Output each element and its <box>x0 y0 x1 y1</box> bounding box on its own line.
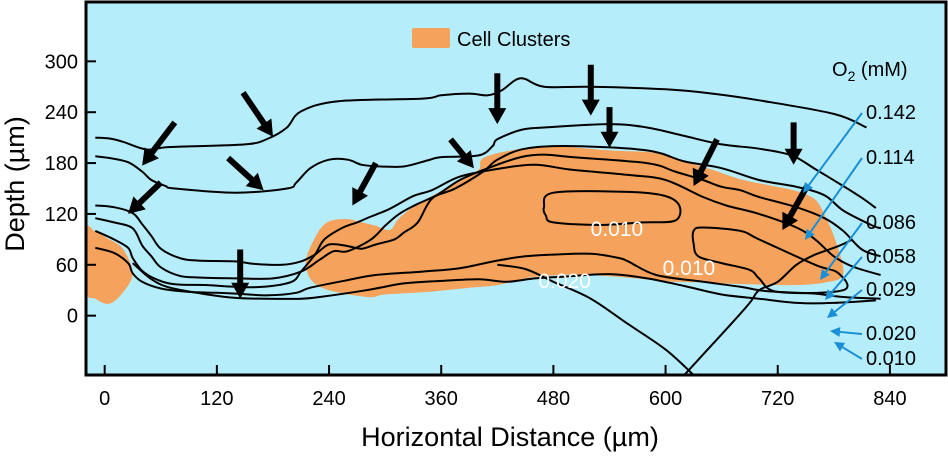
contour-line-3 <box>95 153 881 280</box>
x-tick-label-6: 720 <box>761 388 794 410</box>
contour-line-7 <box>497 263 695 375</box>
contour-line-2 <box>95 145 881 266</box>
x-tick-label-7: 840 <box>873 388 906 410</box>
o2-header-unit: (mM) <box>855 59 907 81</box>
x-axis-ticks: 0 120 240 360 480 600 720 840 <box>99 365 907 410</box>
o2-pointer-head-4 <box>827 307 838 318</box>
o2-level-label-1: 0.114 <box>866 147 915 169</box>
o2-header-subscript: 2 <box>848 68 856 84</box>
inplot-value-label-0: 0.010 <box>591 218 644 241</box>
inner-contour-1 <box>691 226 849 295</box>
contour-line-1 <box>95 123 877 209</box>
highlight-arrow-2 <box>488 73 507 125</box>
x-tick-label-1: 120 <box>200 388 233 410</box>
contour-lines-layer <box>94 77 881 375</box>
o2-pointer-head-6 <box>834 342 846 352</box>
o2-level-label-3: 0.058 <box>866 246 916 268</box>
highlight-arrow-4 <box>600 107 619 148</box>
plot-frame <box>84 0 948 377</box>
o2-pointer-line-1 <box>809 157 863 233</box>
y-axis-ticks: 0 60 120 180 240 300 <box>45 51 96 328</box>
highlight-arrow-0 <box>142 120 178 166</box>
contour-value-labels: 0.010 0.010 0.020 <box>538 218 715 293</box>
o2-pointer-head-3 <box>825 289 836 300</box>
o2-pointer-line-2 <box>825 222 863 273</box>
legend-label: Cell Clusters <box>457 29 570 51</box>
x-tick-label-3: 360 <box>425 388 458 410</box>
highlight-arrow-9 <box>448 137 474 169</box>
o2-pointer-line-3 <box>830 256 863 294</box>
contour-line-4 <box>94 163 881 289</box>
o2-level-label-4: 0.029 <box>866 279 916 301</box>
o2-pointer-head-2 <box>820 269 830 280</box>
y-tick-label-5: 300 <box>45 51 78 73</box>
contour-line-8 <box>683 238 853 375</box>
contour-line-0 <box>95 77 867 151</box>
highlight-arrow-12 <box>231 249 250 299</box>
highlight-arrow-1 <box>240 91 273 137</box>
highlight-arrow-11 <box>782 185 810 230</box>
highlight-arrow-8 <box>352 161 379 206</box>
o2-level-label-0: 0.142 <box>866 102 916 124</box>
highlight-arrow-3 <box>581 64 600 116</box>
x-axis-title: Horizontal Distance (µm) <box>361 422 659 452</box>
inplot-value-label-2: 0.020 <box>538 270 591 293</box>
o2-pointer-head-5 <box>830 327 841 337</box>
o2-pointer-line-4 <box>834 289 863 313</box>
contour-line-6 <box>132 262 876 305</box>
inplot-value-label-1: 0.010 <box>663 257 716 280</box>
y-axis-title: Depth (µm) <box>0 116 30 252</box>
y-tick-label-1: 60 <box>56 255 78 277</box>
y-tick-label-0: 0 <box>67 306 78 328</box>
o2-pointer-line-0 <box>808 112 863 186</box>
highlight-arrows-layer <box>128 64 810 299</box>
x-tick-label-4: 480 <box>537 388 570 410</box>
o2-level-label-2: 0.086 <box>866 212 916 234</box>
x-tick-label-2: 240 <box>312 388 345 410</box>
o2-pointer-line-5 <box>839 330 863 335</box>
x-tick-label-5: 600 <box>649 388 682 410</box>
legend: Cell Clusters <box>412 28 570 51</box>
y-tick-label-2: 120 <box>45 204 78 226</box>
o2-pointer-head-0 <box>803 182 813 193</box>
x-tick-label-0: 0 <box>99 388 110 410</box>
highlight-arrow-10 <box>692 138 720 186</box>
o2-header: O2 (mM) <box>832 59 908 84</box>
y-tick-label-3: 180 <box>45 153 78 175</box>
o2-level-labels: 0.142 0.114 0.086 0.058 0.029 0.020 0.010 <box>866 102 916 370</box>
highlight-arrow-5 <box>784 122 803 165</box>
o2-level-label-5: 0.020 <box>866 323 916 345</box>
highlight-arrow-6 <box>128 180 163 214</box>
cell-cluster-0 <box>86 225 133 304</box>
highlight-arrow-7 <box>226 155 264 191</box>
legend-swatch <box>412 28 450 48</box>
o2-header-prefix: O <box>832 59 848 81</box>
inner-contour-0 <box>542 190 682 227</box>
contour-line-5 <box>95 246 881 300</box>
o2-pointer-head-1 <box>805 228 815 240</box>
o2-level-label-6: 0.010 <box>866 348 916 370</box>
o2-pointer-arrows <box>803 112 863 360</box>
o2-pointer-line-6 <box>842 346 863 360</box>
y-tick-label-4: 240 <box>45 102 78 124</box>
